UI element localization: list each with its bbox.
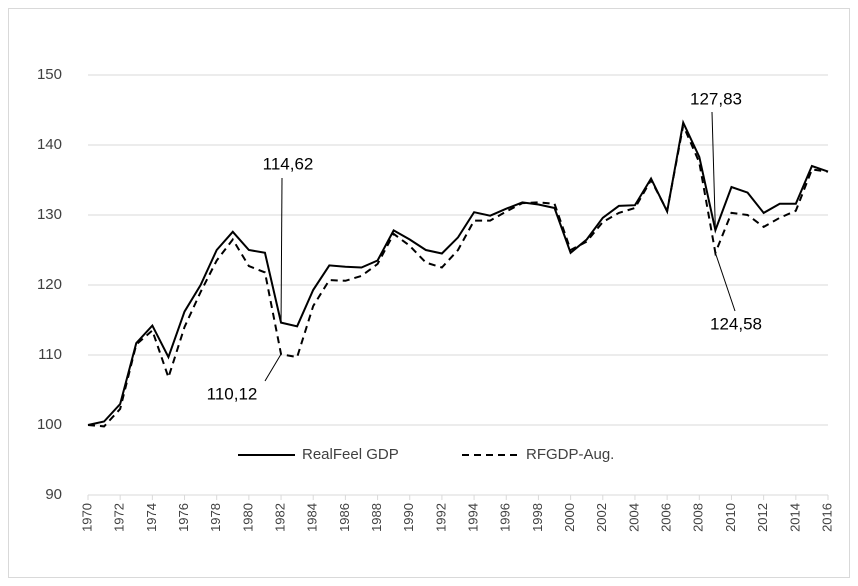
- annotation-leader: [714, 252, 736, 312]
- y-tick-label: 90: [45, 486, 62, 503]
- legend-label: RealFeel GDP: [302, 446, 399, 463]
- annotation-leader: [264, 353, 282, 382]
- x-tick-label: 1996: [498, 503, 513, 532]
- x-tick-label: 1980: [240, 503, 255, 532]
- x-tick-label: 2012: [755, 503, 770, 532]
- x-tick-label: 1998: [530, 503, 545, 532]
- annotation-leader: [711, 111, 716, 231]
- x-tick-label: 1988: [369, 503, 384, 532]
- chart-frame: [8, 8, 850, 578]
- x-tick-label: 2016: [819, 503, 834, 532]
- x-tick-label: 2010: [723, 503, 738, 532]
- x-tick-label: 1972: [112, 503, 127, 532]
- annotation-leader: [280, 177, 283, 323]
- series-line: [87, 119, 829, 426]
- x-tick-label: 2000: [562, 503, 577, 532]
- x-tick-label: 1992: [433, 503, 448, 532]
- x-tick-label: 1982: [272, 503, 287, 532]
- x-tick-label: 1984: [305, 503, 320, 532]
- x-tick-label: 2006: [659, 503, 674, 532]
- annotation-label: 114,62: [263, 154, 314, 173]
- x-tick-label: 2002: [594, 503, 609, 532]
- annotation-label: 124,58: [710, 314, 762, 333]
- x-tick-label: 1970: [79, 503, 94, 532]
- y-tick-label: 110: [38, 346, 62, 363]
- x-tick-label: 1974: [144, 503, 159, 532]
- x-tick-label: 2014: [787, 503, 802, 532]
- x-tick-label: 2008: [691, 503, 706, 532]
- series-line: [87, 122, 829, 428]
- x-tick-label: 1990: [401, 503, 416, 532]
- x-tick-label: 1986: [337, 503, 352, 532]
- annotation-label: 110,12: [207, 384, 258, 403]
- y-tick-label: 140: [37, 136, 62, 153]
- legend-label: RFGDP-Aug.: [526, 446, 614, 463]
- x-tick-label: 2004: [626, 503, 641, 532]
- x-tick-label: 1976: [176, 503, 191, 532]
- x-tick-label: 1994: [466, 503, 481, 532]
- y-tick-label: 150: [37, 66, 62, 83]
- y-tick-label: 100: [37, 416, 62, 433]
- annotation-label: 127,83: [690, 89, 742, 108]
- x-tick-label: 1978: [208, 503, 223, 532]
- y-tick-label: 130: [37, 206, 62, 223]
- y-tick-label: 120: [37, 276, 62, 293]
